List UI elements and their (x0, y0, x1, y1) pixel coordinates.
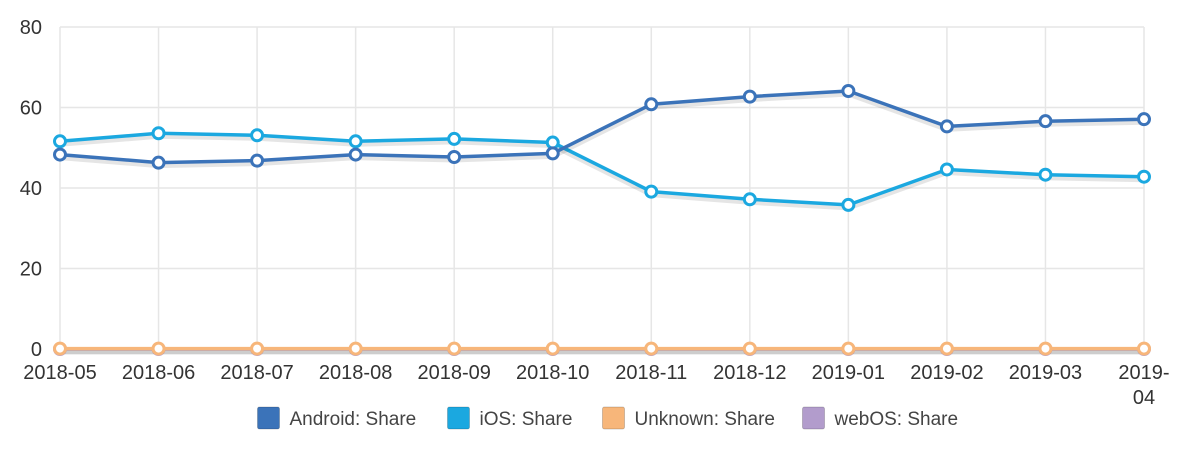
data-point[interactable] (1038, 114, 1053, 129)
data-point[interactable] (545, 135, 560, 150)
legend-swatch (447, 406, 470, 430)
data-point[interactable] (250, 128, 265, 143)
data-point[interactable] (348, 147, 363, 162)
legend-item-3[interactable]: webOS: Share (802, 406, 959, 430)
y-tick-label: 40 (20, 178, 42, 200)
data-point[interactable] (348, 134, 363, 149)
data-point[interactable] (53, 341, 67, 356)
grid (59, 26, 1145, 350)
legend-label: iOS: Share (480, 409, 573, 430)
data-point[interactable] (250, 153, 265, 168)
legend-item-0[interactable]: Android: Share (257, 406, 417, 430)
data-point[interactable] (939, 119, 954, 134)
y-tick-label: 20 (20, 259, 42, 281)
data-point[interactable] (939, 162, 954, 177)
data-point[interactable] (151, 341, 166, 356)
legend-label: webOS: Share (834, 409, 959, 430)
data-point[interactable] (644, 341, 659, 356)
x-tick-label: 2018-07 (220, 362, 293, 384)
x-axis-ticks: 2018-05 2018-06 2018-07 2018-08 2018-09 2018-… (23, 362, 1169, 409)
data-point[interactable] (447, 150, 462, 165)
data-point[interactable] (348, 341, 363, 356)
series-line-shadow (59, 91, 1145, 169)
data-point[interactable] (447, 341, 462, 356)
x-tick-label: 2018-05 (23, 362, 96, 384)
data-point[interactable] (1038, 167, 1053, 182)
data-point[interactable] (151, 126, 166, 141)
data-point[interactable] (644, 184, 659, 199)
data-point[interactable] (841, 197, 856, 212)
data-point[interactable] (742, 192, 757, 207)
series-line-shadow (59, 133, 1145, 211)
y-tick-label: 80 (20, 17, 42, 39)
x-tick-label: 2019-03 (1009, 362, 1082, 384)
data-point[interactable] (841, 83, 856, 98)
y-axis-ticks: 0 20 40 60 80 (20, 17, 42, 361)
x-tick-label: 2019-01 (812, 362, 885, 384)
data-point[interactable] (545, 146, 560, 161)
data-point[interactable] (250, 341, 265, 356)
x-tick-label: 2019-04 (1118, 362, 1169, 409)
x-tick-label: 2018-11 (615, 362, 687, 384)
data-point[interactable] (1137, 341, 1151, 356)
x-tick-label: 2018-10 (516, 362, 589, 384)
series-group (53, 83, 1151, 356)
legend-item-2[interactable]: Unknown: Share (602, 406, 775, 430)
data-point[interactable] (1137, 169, 1151, 184)
x-tick-label: 2018-09 (417, 362, 490, 384)
data-point[interactable] (1038, 341, 1053, 356)
data-point[interactable] (1137, 112, 1151, 127)
legend-swatch (257, 406, 280, 430)
series-2 (53, 341, 1151, 356)
legend-swatch (802, 406, 825, 430)
series-1 (53, 126, 1151, 212)
data-point[interactable] (841, 341, 856, 356)
data-point[interactable] (939, 341, 954, 356)
series-line (58, 131, 1146, 207)
data-point[interactable] (742, 89, 757, 104)
legend-item-1[interactable]: iOS: Share (447, 406, 573, 430)
legend-label: Android: Share (290, 409, 417, 430)
data-point[interactable] (742, 341, 757, 356)
legend-swatch (602, 406, 625, 430)
data-point[interactable] (53, 147, 67, 162)
y-tick-label: 60 (20, 98, 42, 120)
data-point[interactable] (53, 134, 67, 149)
series-0 (53, 83, 1151, 170)
data-point[interactable] (447, 131, 462, 146)
data-point[interactable] (644, 97, 659, 112)
y-tick-label: 0 (31, 339, 42, 361)
legend-label: Unknown: Share (635, 409, 775, 430)
series-line (58, 89, 1146, 165)
data-point[interactable] (151, 155, 166, 170)
data-point[interactable] (545, 341, 560, 356)
x-tick-label: 2018-08 (319, 362, 392, 384)
x-tick-label: 2018-12 (713, 362, 786, 384)
legend: Android: Share iOS: Share Unknown: Share we… (257, 406, 959, 430)
x-tick-label: 2019-02 (910, 362, 983, 384)
x-tick-label: 2018-06 (122, 362, 195, 384)
